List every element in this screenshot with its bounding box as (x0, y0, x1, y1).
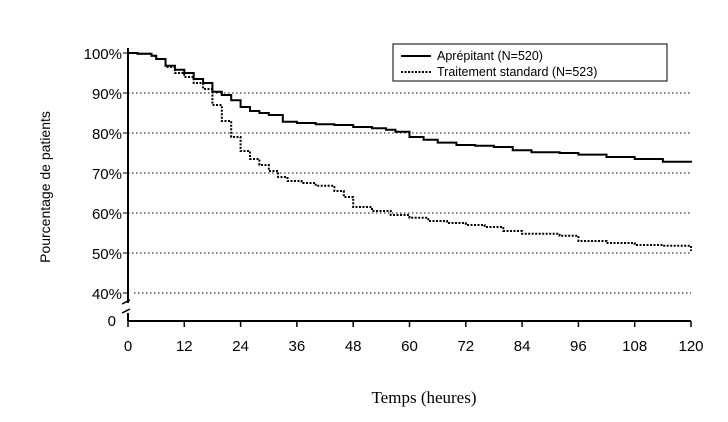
x-tick-label: 84 (514, 338, 531, 355)
legend-box (392, 43, 668, 82)
y-axis-label: Pourcentage de patients (37, 111, 53, 263)
y-tick-label: 70% (92, 166, 122, 183)
y-tick-label: 60% (92, 206, 122, 223)
grid-lines (128, 92, 691, 294)
y-tick-label: 100% (84, 46, 122, 63)
y-tick-label-zero: 0 (108, 313, 116, 330)
y-tick-label: 50% (92, 246, 122, 263)
x-tick-label: 96 (570, 338, 587, 355)
x-tick-label: 72 (457, 338, 474, 355)
y-tick-label: 80% (92, 126, 122, 143)
x-tick-label: 0 (124, 338, 132, 355)
x-tick-label: 24 (232, 338, 249, 355)
y-axis-break-icon (121, 299, 131, 314)
x-tick-label: 60 (401, 338, 418, 355)
x-tick-label: 36 (289, 338, 306, 355)
series-line-aprepitant (128, 52, 692, 163)
legend: Aprépitant (N=520) Traitement standard (N… (392, 43, 668, 82)
legend-label: Aprépitant (N=520) (437, 49, 543, 63)
x-axis-label: Temps (heures) (371, 388, 476, 407)
series-line-traitement-standard (128, 52, 692, 251)
x-tick-label: 12 (176, 338, 193, 355)
x-tick-label: 108 (622, 338, 647, 355)
x-tick-label: 48 (345, 338, 362, 355)
legend-label: Traitement standard (N=523) (437, 65, 597, 79)
x-tick-label: 120 (678, 338, 703, 355)
series-layer (128, 52, 692, 251)
axes: 40% 50% 60% 70% 80% 90% 100% 00 12 24 36 48 60 72 84 96… (84, 46, 704, 355)
y-tick-label: 90% (92, 86, 122, 103)
y-tick-label: 40% (92, 286, 122, 303)
